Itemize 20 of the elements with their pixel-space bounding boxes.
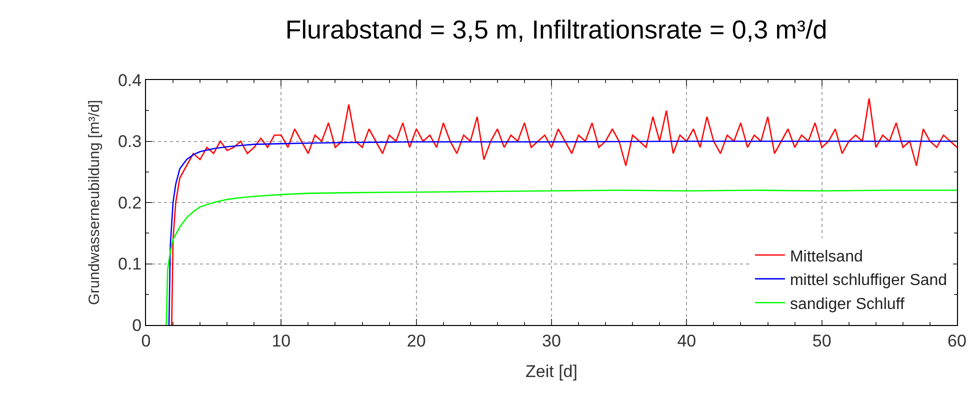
legend-label: Mittelsand [790, 248, 863, 266]
x-tick-label: 10 [272, 331, 291, 350]
y-tick-label: 0.2 [118, 193, 142, 212]
y-tick-label: 0.4 [118, 70, 142, 90]
x-tick-label: 30 [542, 331, 561, 350]
y-tick-label: 0.3 [118, 132, 142, 152]
line-series [171, 98, 957, 325]
line-series [168, 140, 957, 325]
x-tick-label: 50 [812, 331, 832, 350]
x-axis-title: Zeit [d] [526, 362, 578, 381]
legend-label: mittel schluffiger Sand [790, 272, 948, 290]
y-axis-title: Grundwasserneubildung [m³/d] [86, 100, 104, 306]
x-tick-label: 60 [948, 331, 966, 350]
legend-label: sandiger Schluff [790, 296, 905, 313]
x-tick-label: 40 [677, 331, 696, 350]
line-series [166, 190, 957, 325]
y-tick-label: 0.1 [118, 254, 142, 274]
y-tick-label: 0 [132, 316, 142, 335]
chart-title: Flurabstand = 3,5 m, Infiltrationsrate = 0,3 m³/d [285, 14, 828, 44]
x-tick-label: 20 [406, 331, 426, 350]
